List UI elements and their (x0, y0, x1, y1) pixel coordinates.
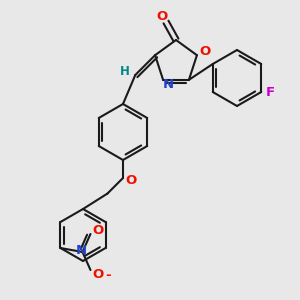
Text: O: O (156, 10, 168, 22)
Text: O: O (93, 224, 104, 236)
Text: H: H (120, 64, 130, 77)
Text: N: N (76, 244, 87, 257)
Text: O: O (125, 175, 136, 188)
Text: O: O (199, 45, 211, 58)
Text: -: - (106, 268, 111, 281)
Text: F: F (266, 85, 275, 98)
Text: O: O (93, 268, 104, 281)
Text: N: N (163, 78, 174, 91)
